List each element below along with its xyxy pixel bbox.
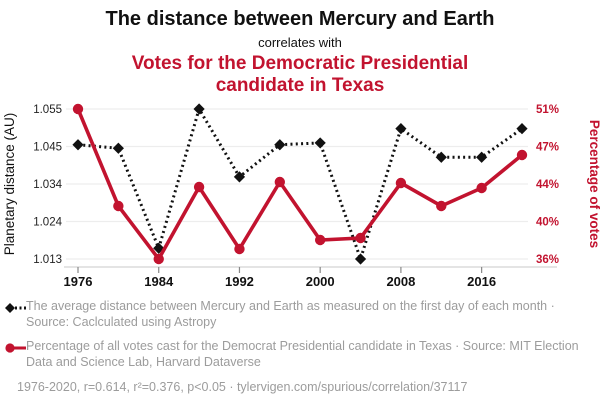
chart-header: The distance between Mercury and Earth c… bbox=[0, 0, 600, 97]
legend-text-votes: Percentage of all votes cast for the Dem… bbox=[26, 339, 579, 369]
x-axis-tick-label: 1992 bbox=[225, 274, 254, 289]
y-axis-tick-label-left: 1.034 bbox=[33, 179, 62, 191]
data-point-marker bbox=[476, 151, 488, 163]
series-line-distance bbox=[77, 105, 523, 264]
data-point-marker bbox=[355, 232, 366, 244]
data-point-marker bbox=[354, 253, 367, 265]
data-point-marker bbox=[274, 139, 286, 151]
data-point-marker bbox=[234, 243, 245, 255]
data-point-marker bbox=[72, 139, 84, 151]
x-axis-tick-label: 2008 bbox=[386, 274, 415, 289]
y-axis-tick-label-right: 40% bbox=[536, 217, 559, 229]
y-axis-tick-label-left: 1.055 bbox=[33, 104, 62, 116]
data-point-marker bbox=[113, 200, 124, 212]
x-axis-tick-label: 2000 bbox=[306, 274, 335, 289]
legend: The average distance between Mercury and… bbox=[4, 299, 600, 371]
y-axis-title-right: Percentage of votes bbox=[587, 120, 600, 248]
y-axis-tick-label-right: 44% bbox=[536, 179, 559, 191]
y-axis-tick-label-right: 47% bbox=[536, 142, 559, 154]
y-axis-tick-label-left: 1.045 bbox=[33, 142, 62, 154]
legend-text-distance: The average distance between Mercury and… bbox=[26, 299, 555, 329]
legend-item-distance: The average distance between Mercury and… bbox=[4, 299, 600, 330]
circle-solid-line-icon bbox=[5, 343, 26, 353]
data-point-marker bbox=[112, 142, 124, 154]
dual-axis-line-chart: 1.055 51% 1.045 47% 1.034 44% 1.024 40% 1.013 36%… bbox=[2, 103, 600, 289]
data-point-marker bbox=[476, 182, 487, 194]
x-axis-tick-label: 1976 bbox=[64, 274, 93, 289]
diamond-dashed-line-icon bbox=[5, 303, 26, 314]
legend-item-votes: Percentage of all votes cast for the Dem… bbox=[4, 339, 600, 370]
data-point-marker bbox=[314, 234, 326, 246]
footer-stats: 1976-2020, r=0.614, r²=0.376, p<0.05 · t… bbox=[17, 379, 468, 394]
data-point-marker bbox=[395, 123, 407, 135]
y-axis-tick-label-left: 1.013 bbox=[33, 254, 62, 266]
title-connector: correlates with bbox=[258, 35, 342, 50]
y-axis-title-left: Planetary distance (AU) bbox=[2, 113, 17, 256]
data-point-marker bbox=[436, 200, 447, 212]
data-point-marker bbox=[153, 253, 164, 265]
y-axis-tick-label-right: 51% bbox=[536, 104, 559, 116]
chart-area: 1.055 51% 1.045 47% 1.034 44% 1.024 40% 1.013 36%… bbox=[0, 99, 600, 293]
data-point-marker bbox=[233, 171, 246, 183]
y-axis-tick-label-right: 36% bbox=[536, 254, 559, 266]
data-point-marker bbox=[193, 181, 205, 193]
series-line-votes bbox=[76, 108, 524, 263]
data-point-marker bbox=[274, 176, 286, 188]
title-secondary: Votes for the Democratic Presidential ca… bbox=[131, 53, 469, 97]
title-primary: The distance between Mercury and Earth bbox=[105, 8, 495, 30]
data-point-marker bbox=[435, 151, 447, 163]
data-point-marker bbox=[516, 149, 528, 161]
y-axis-tick-label-left: 1.024 bbox=[33, 217, 62, 229]
data-point-marker bbox=[395, 177, 407, 189]
data-point-marker bbox=[72, 103, 84, 115]
data-point-marker bbox=[516, 123, 528, 135]
x-axis-tick-label: 1984 bbox=[144, 274, 174, 289]
x-axis-tick-label: 2016 bbox=[467, 274, 496, 289]
data-point-marker bbox=[314, 137, 326, 149]
